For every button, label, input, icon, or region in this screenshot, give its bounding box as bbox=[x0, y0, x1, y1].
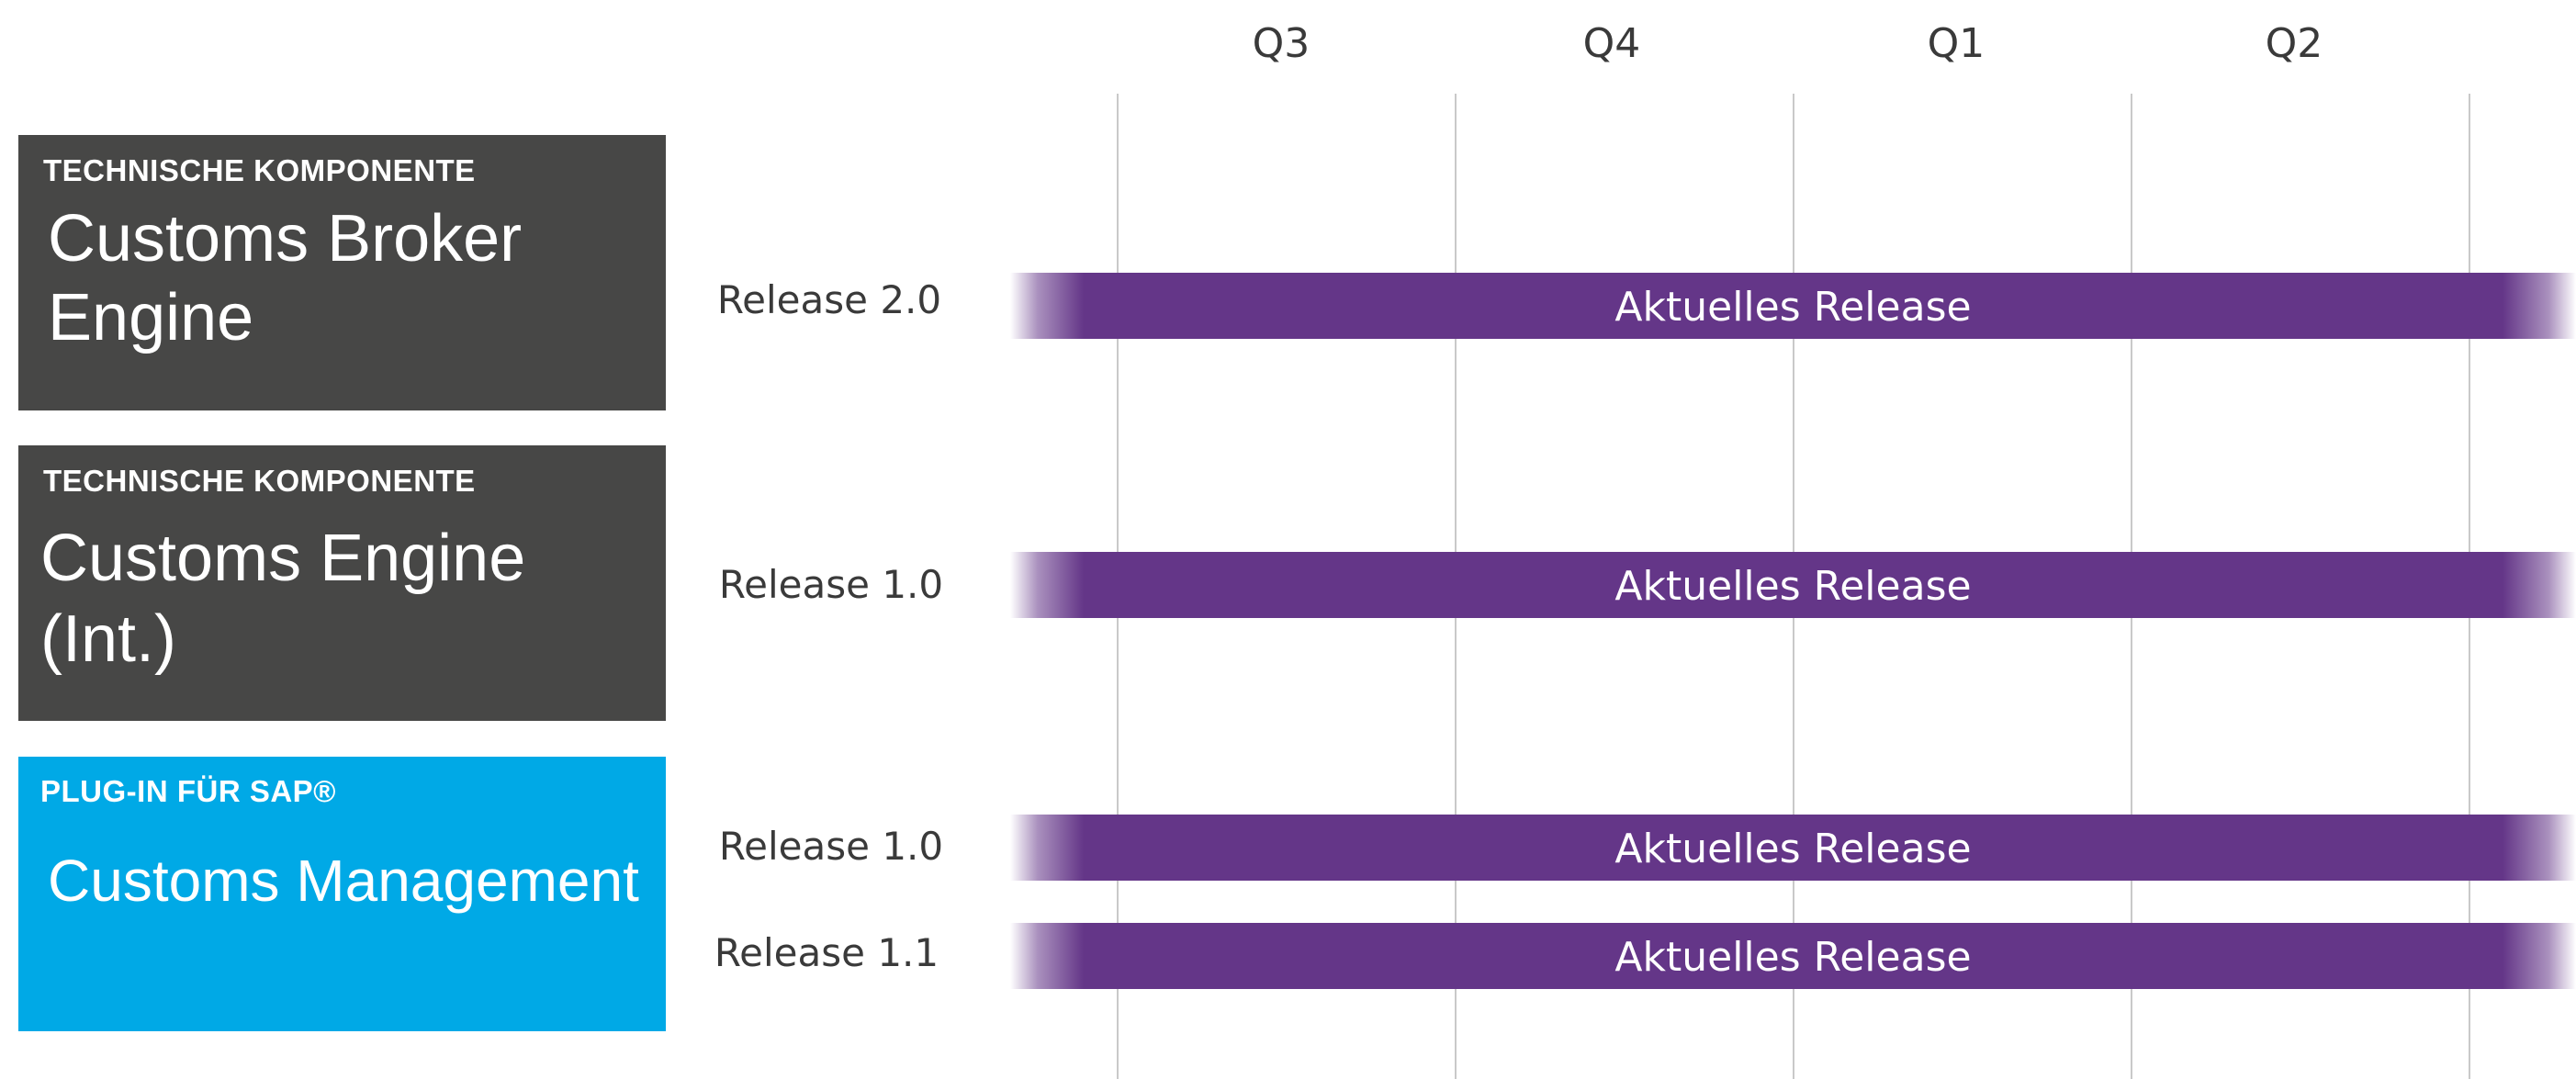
release-label: Release 2.0 bbox=[716, 277, 942, 322]
component-kicker: PLUG-IN FÜR SAP® bbox=[40, 774, 336, 808]
component-name-line1: Customs Management bbox=[48, 848, 639, 914]
release-bar-label: Aktuelles Release bbox=[1614, 826, 1972, 872]
release-bar: Aktuelles Release bbox=[1010, 815, 2576, 881]
component-box-customs-management: PLUG-IN FÜR SAP® Customs Management bbox=[18, 757, 666, 1031]
component-name-line2: Engine bbox=[48, 281, 254, 354]
release-bar: Aktuelles Release bbox=[1010, 273, 2576, 339]
release-label: Release 1.0 bbox=[718, 562, 944, 607]
component-name-line2: (Int.) bbox=[40, 602, 177, 676]
component-box-customs-broker-engine: TECHNISCHE KOMPONENTE Customs Broker Eng… bbox=[18, 135, 666, 410]
component-name-line1: Customs Engine bbox=[40, 522, 526, 595]
component-box-customs-engine: TECHNISCHE KOMPONENTE Customs Engine (In… bbox=[18, 445, 666, 721]
release-bar: Aktuelles Release bbox=[1010, 552, 2576, 618]
component-name-line1: Customs Broker bbox=[48, 202, 523, 275]
release-label: Release 1.1 bbox=[714, 930, 939, 975]
quarter-label-q3: Q3 bbox=[1252, 20, 1310, 67]
quarter-label-q4: Q4 bbox=[1582, 20, 1641, 67]
quarter-label-q2: Q2 bbox=[2265, 20, 2323, 67]
release-bar-label: Aktuelles Release bbox=[1614, 563, 1972, 610]
component-kicker: TECHNISCHE KOMPONENTE bbox=[43, 464, 476, 498]
release-label: Release 1.0 bbox=[718, 824, 944, 869]
release-bar-label: Aktuelles Release bbox=[1614, 284, 1972, 331]
component-kicker: TECHNISCHE KOMPONENTE bbox=[43, 153, 476, 187]
quarter-label-q1: Q1 bbox=[1927, 20, 1985, 67]
release-bar-label: Aktuelles Release bbox=[1614, 934, 1972, 981]
release-bar: Aktuelles Release bbox=[1010, 923, 2576, 989]
